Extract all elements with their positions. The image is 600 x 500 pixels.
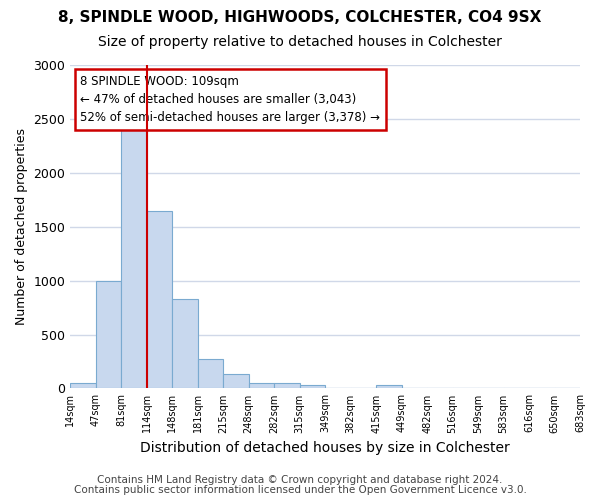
Text: Contains public sector information licensed under the Open Government Licence v3: Contains public sector information licen… xyxy=(74,485,526,495)
Bar xyxy=(299,384,325,388)
X-axis label: Distribution of detached houses by size in Colchester: Distribution of detached houses by size … xyxy=(140,441,510,455)
Bar xyxy=(198,359,223,388)
Bar xyxy=(147,210,172,388)
Y-axis label: Number of detached properties: Number of detached properties xyxy=(15,128,28,325)
Bar xyxy=(248,382,274,388)
Text: Size of property relative to detached houses in Colchester: Size of property relative to detached ho… xyxy=(98,35,502,49)
Bar xyxy=(96,280,121,388)
Text: Contains HM Land Registry data © Crown copyright and database right 2024.: Contains HM Land Registry data © Crown c… xyxy=(97,475,503,485)
Text: 8 SPINDLE WOOD: 109sqm
← 47% of detached houses are smaller (3,043)
52% of semi-: 8 SPINDLE WOOD: 109sqm ← 47% of detached… xyxy=(80,74,380,124)
Bar xyxy=(172,299,198,388)
Text: 8, SPINDLE WOOD, HIGHWOODS, COLCHESTER, CO4 9SX: 8, SPINDLE WOOD, HIGHWOODS, COLCHESTER, … xyxy=(58,10,542,25)
Bar xyxy=(121,124,147,388)
Bar xyxy=(376,385,401,388)
Bar xyxy=(223,374,248,388)
Bar xyxy=(274,382,299,388)
Bar xyxy=(70,382,96,388)
